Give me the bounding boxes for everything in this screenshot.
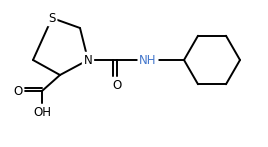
Text: OH: OH [33,106,51,118]
Text: O: O [13,85,23,97]
Text: NH: NH [139,54,157,66]
Text: O: O [112,78,122,91]
Text: S: S [48,11,56,25]
Text: N: N [84,54,92,66]
